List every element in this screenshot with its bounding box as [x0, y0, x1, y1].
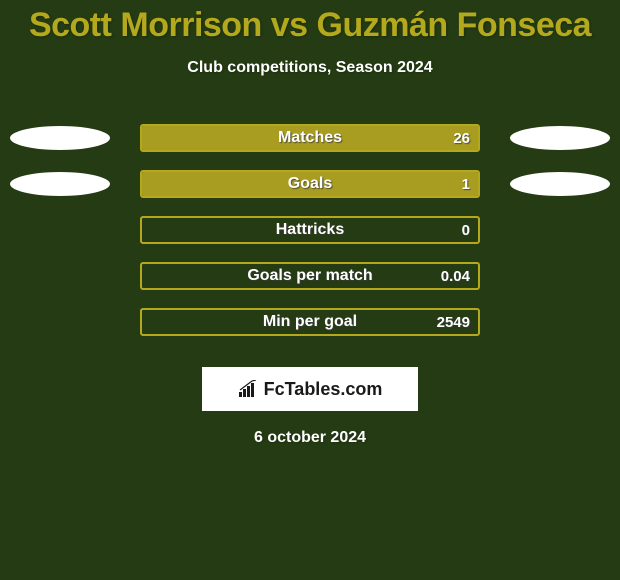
comparison-infographic: Scott Morrison vs Guzmán Fonseca Club co…: [0, 0, 620, 580]
stat-bar: Goals per match 0.04: [140, 262, 480, 290]
stat-label: Goals per match: [247, 267, 372, 285]
page-title: Scott Morrison vs Guzmán Fonseca: [0, 0, 620, 45]
stat-row: Goals 1: [0, 161, 620, 207]
stat-bar: Hattricks 0: [140, 216, 480, 244]
stat-value: 1: [462, 176, 470, 193]
stat-label: Matches: [278, 129, 342, 147]
stat-label: Goals: [288, 175, 332, 193]
logo-box: FcTables.com: [202, 367, 418, 411]
bar-chart-icon: [238, 380, 260, 398]
date: 6 october 2024: [0, 429, 620, 447]
stat-row: Goals per match 0.04: [0, 253, 620, 299]
stat-label: Hattricks: [276, 221, 344, 239]
stat-value: 2549: [437, 314, 470, 331]
left-ellipse: [10, 126, 110, 150]
stat-value: 0.04: [441, 268, 470, 285]
stat-bar: Min per goal 2549: [140, 308, 480, 336]
right-ellipse: [510, 172, 610, 196]
stat-value: 26: [453, 130, 470, 147]
logo-text: FcTables.com: [264, 379, 383, 400]
subtitle: Club competitions, Season 2024: [0, 59, 620, 77]
stat-row: Matches 26: [0, 115, 620, 161]
stat-row: Hattricks 0: [0, 207, 620, 253]
stat-row: Min per goal 2549: [0, 299, 620, 345]
stat-rows: Matches 26 Goals 1 Hattricks 0 Goals per match…: [0, 115, 620, 345]
stat-bar: Goals 1: [140, 170, 480, 198]
right-ellipse: [510, 126, 610, 150]
left-ellipse: [10, 172, 110, 196]
stat-value: 0: [462, 222, 470, 239]
stat-label: Min per goal: [263, 313, 357, 331]
stat-bar: Matches 26: [140, 124, 480, 152]
